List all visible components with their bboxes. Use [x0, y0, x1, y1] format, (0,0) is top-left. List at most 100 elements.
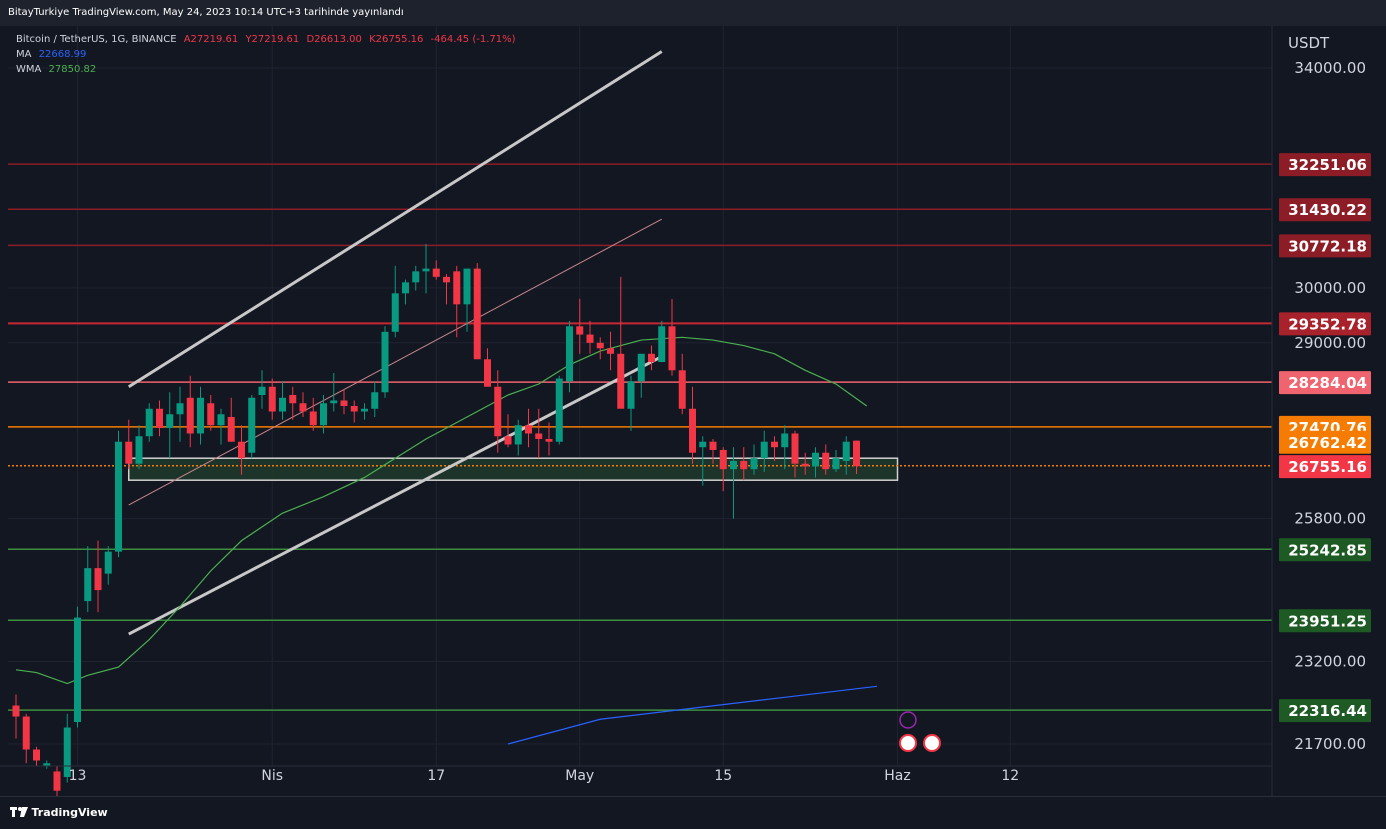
- us-economic-event-icon[interactable]: [923, 734, 941, 752]
- candle-body[interactable]: [412, 271, 420, 283]
- candle-body[interactable]: [709, 441, 717, 450]
- candle-body[interactable]: [473, 268, 481, 360]
- candle-body[interactable]: [166, 414, 174, 428]
- candle-body[interactable]: [648, 353, 655, 363]
- candle-body[interactable]: [504, 436, 512, 445]
- candle-body[interactable]: [668, 326, 676, 371]
- candle-body[interactable]: [145, 408, 153, 437]
- candle-body[interactable]: [94, 568, 102, 591]
- candle-body[interactable]: [555, 378, 563, 442]
- candle-body[interactable]: [750, 458, 758, 470]
- tradingview-logo[interactable]: TradingView: [10, 806, 108, 819]
- candle-body[interactable]: [617, 353, 625, 409]
- candle-body[interactable]: [771, 441, 778, 448]
- candle-body[interactable]: [330, 400, 338, 404]
- candle-body[interactable]: [320, 403, 327, 426]
- candle-body[interactable]: [576, 326, 584, 335]
- candle-body[interactable]: [22, 716, 30, 750]
- candle-body[interactable]: [207, 403, 215, 426]
- candle-body[interactable]: [402, 282, 409, 294]
- candle-body[interactable]: [730, 460, 737, 470]
- candle-body[interactable]: [12, 705, 20, 717]
- price-chart[interactable]: 34000.00 30000.00 29000.00 25800.00 23200.00…: [0, 26, 1386, 796]
- candle-body[interactable]: [494, 386, 502, 437]
- price-axis[interactable]: [1272, 26, 1386, 796]
- candle-body[interactable]: [350, 406, 358, 412]
- event-dividend-icon[interactable]: [899, 711, 917, 729]
- ma-line[interactable]: [507, 685, 878, 745]
- candle-body[interactable]: [115, 441, 122, 552]
- candle-body[interactable]: [340, 400, 348, 406]
- candle-body[interactable]: [186, 397, 194, 434]
- legend-wma-row[interactable]: WMA 27850.82: [16, 62, 520, 77]
- candle-body[interactable]: [842, 441, 850, 461]
- candle-body[interactable]: [279, 397, 286, 412]
- candle-body[interactable]: [535, 433, 543, 439]
- level-tag-resistance[interactable]: [1279, 234, 1371, 258]
- level-tag-resistance[interactable]: [1279, 198, 1371, 222]
- candle-body[interactable]: [309, 411, 317, 426]
- us-economic-event-icon[interactable]: [899, 734, 917, 752]
- candle-body[interactable]: [463, 268, 471, 305]
- level-tag-resistance-light[interactable]: [1279, 371, 1371, 395]
- candle-body[interactable]: [853, 440, 860, 467]
- candle-body[interactable]: [832, 458, 840, 470]
- candle-body[interactable]: [453, 271, 461, 305]
- candle-body[interactable]: [781, 433, 789, 448]
- candle-body[interactable]: [33, 749, 40, 761]
- candle-body[interactable]: [443, 276, 450, 283]
- candle-body[interactable]: [740, 460, 748, 470]
- candle-body[interactable]: [197, 397, 204, 434]
- candle-body[interactable]: [104, 551, 112, 574]
- support-zone[interactable]: [128, 457, 899, 481]
- level-tag-resistance-strong[interactable]: [1279, 312, 1371, 336]
- candle-body[interactable]: [801, 463, 809, 467]
- candle-body[interactable]: [678, 370, 686, 409]
- candle-body[interactable]: [596, 342, 604, 349]
- candle-body[interactable]: [432, 268, 440, 277]
- candle-body[interactable]: [391, 293, 399, 332]
- candle-body[interactable]: [156, 408, 163, 428]
- candle-body[interactable]: [135, 436, 143, 464]
- candle-body[interactable]: [43, 763, 51, 766]
- candle-body[interactable]: [258, 386, 266, 396]
- candle-body[interactable]: [289, 395, 297, 404]
- candle-body[interactable]: [238, 441, 245, 459]
- symbol-label[interactable]: Bitcoin / TetherUS, 1G, BINANCE: [16, 34, 177, 45]
- channel-line-thick[interactable]: [128, 355, 663, 636]
- wma-line[interactable]: [15, 336, 868, 685]
- level-tag-support[interactable]: [1279, 538, 1371, 562]
- level-tag-orange-dotted[interactable]: [1279, 430, 1371, 454]
- level-tag-last-price[interactable]: [1279, 455, 1371, 479]
- candle-body[interactable]: [566, 326, 573, 382]
- candle-body[interactable]: [719, 449, 727, 470]
- candle-body[interactable]: [822, 452, 830, 470]
- candle-body[interactable]: [586, 334, 594, 343]
- candle-body[interactable]: [371, 392, 379, 409]
- candle-body[interactable]: [227, 416, 235, 442]
- candle-body[interactable]: [484, 359, 491, 387]
- candle-body[interactable]: [525, 425, 532, 434]
- candle-body[interactable]: [658, 326, 666, 363]
- currency-label[interactable]: USDT: [1288, 34, 1330, 52]
- channel-line-thin[interactable]: [128, 218, 662, 506]
- candle-body[interactable]: [627, 381, 635, 409]
- candle-body[interactable]: [812, 452, 819, 467]
- candle-body[interactable]: [248, 397, 256, 453]
- channel-line-thick[interactable]: [127, 50, 663, 389]
- candle-body[interactable]: [84, 568, 92, 602]
- candle-body[interactable]: [791, 433, 799, 464]
- candle-body[interactable]: [545, 438, 553, 442]
- legend-ma-row[interactable]: MA 22668.99: [16, 47, 520, 62]
- candle-body[interactable]: [299, 403, 307, 412]
- candle-body[interactable]: [699, 441, 707, 448]
- level-tag-support[interactable]: [1279, 699, 1371, 723]
- candle-body[interactable]: [689, 408, 696, 453]
- candle-body[interactable]: [422, 268, 430, 272]
- candle-body[interactable]: [381, 331, 389, 393]
- candle-body[interactable]: [637, 353, 645, 382]
- candle-body[interactable]: [176, 403, 184, 415]
- level-tag-support[interactable]: [1279, 609, 1371, 633]
- candle-body[interactable]: [63, 727, 71, 777]
- candle-body[interactable]: [125, 441, 133, 464]
